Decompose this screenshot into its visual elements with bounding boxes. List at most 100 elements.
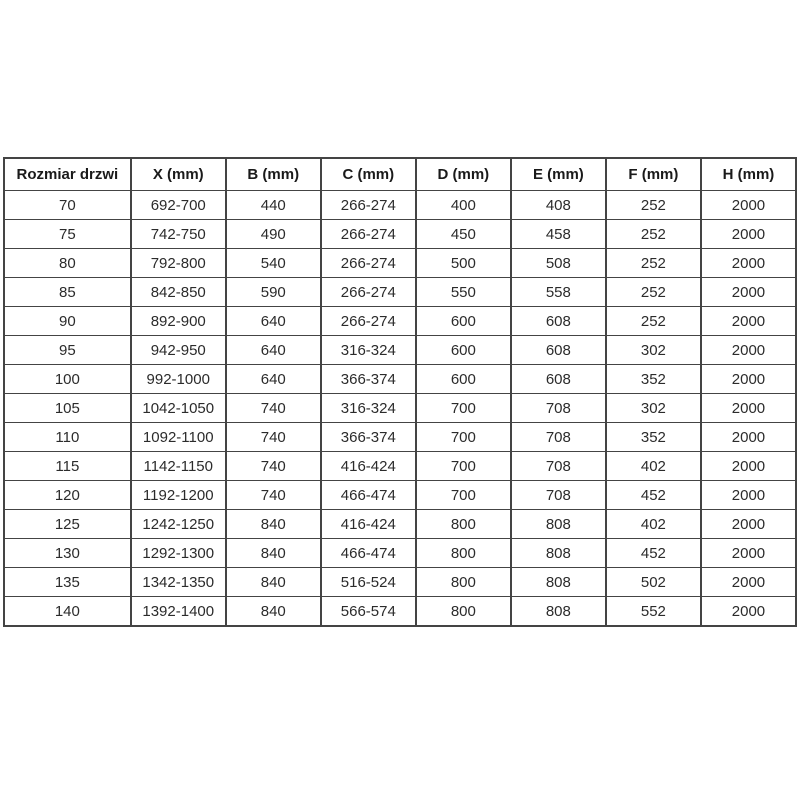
table-cell: 352 <box>604 364 702 394</box>
table-row: 140 1392-1400 840 566-574 800 808 552 2000 <box>3 596 798 627</box>
table-row: 130 1292-1300 840 466-474 800 808 452 2000 <box>3 538 798 568</box>
table-row: 100 992-1000 640 366-374 600 608 352 2000 <box>3 364 798 394</box>
table-cell: 2000 <box>699 364 798 394</box>
table-cell: 840 <box>224 509 322 539</box>
table-cell: 808 <box>509 509 607 539</box>
table-cell: 640 <box>224 335 322 365</box>
table-cell: 110 <box>3 422 132 452</box>
column-header: F (mm) <box>604 157 702 191</box>
table-cell: 2000 <box>699 422 798 452</box>
table-cell: 1242-1250 <box>129 509 227 539</box>
table-cell: 2000 <box>699 277 798 307</box>
table-cell: 808 <box>509 567 607 597</box>
table-cell: 452 <box>604 480 702 510</box>
table-cell: 1042-1050 <box>129 393 227 423</box>
column-header: H (mm) <box>699 157 798 191</box>
table-cell: 700 <box>414 393 512 423</box>
table-row: 95 942-950 640 316-324 600 608 302 2000 <box>3 335 798 365</box>
table-row: 75 742-750 490 266-274 450 458 252 2000 <box>3 219 798 249</box>
table-cell: 135 <box>3 567 132 597</box>
table-cell: 400 <box>414 190 512 220</box>
table-cell: 842-850 <box>129 277 227 307</box>
table-cell: 502 <box>604 567 702 597</box>
table-cell: 708 <box>509 480 607 510</box>
table-cell: 266-274 <box>319 190 417 220</box>
table-cell: 75 <box>3 219 132 249</box>
table-row: 70 692-700 440 266-274 400 408 252 2000 <box>3 190 798 220</box>
table-cell: 640 <box>224 306 322 336</box>
table-cell: 840 <box>224 596 322 627</box>
table-row: 80 792-800 540 266-274 500 508 252 2000 <box>3 248 798 278</box>
table-cell: 600 <box>414 364 512 394</box>
table-cell: 600 <box>414 306 512 336</box>
table-cell: 558 <box>509 277 607 307</box>
table-cell: 700 <box>414 480 512 510</box>
table-cell: 742-750 <box>129 219 227 249</box>
table-cell: 552 <box>604 596 702 627</box>
table-cell: 2000 <box>699 306 798 336</box>
table-cell: 640 <box>224 364 322 394</box>
table-cell: 70 <box>3 190 132 220</box>
table-cell: 140 <box>3 596 132 627</box>
table-cell: 516-524 <box>319 567 417 597</box>
table-cell: 708 <box>509 422 607 452</box>
table-cell: 840 <box>224 567 322 597</box>
table-cell: 740 <box>224 393 322 423</box>
table-row: 85 842-850 590 266-274 550 558 252 2000 <box>3 277 798 307</box>
table-cell: 402 <box>604 509 702 539</box>
table-cell: 366-374 <box>319 422 417 452</box>
table-cell: 708 <box>509 451 607 481</box>
table-cell: 302 <box>604 393 702 423</box>
table-cell: 2000 <box>699 219 798 249</box>
table-cell: 352 <box>604 422 702 452</box>
table-cell: 1092-1100 <box>129 422 227 452</box>
table-cell: 402 <box>604 451 702 481</box>
size-table-container: Rozmiar drzwi X (mm) B (mm) C (mm) D (mm) E (… <box>3 157 798 627</box>
table-row: 115 1142-1150 740 416-424 700 708 402 2000 <box>3 451 798 481</box>
table-cell: 120 <box>3 480 132 510</box>
column-header: Rozmiar drzwi <box>3 157 132 191</box>
door-size-table: Rozmiar drzwi X (mm) B (mm) C (mm) D (mm) E (… <box>3 157 798 627</box>
table-cell: 302 <box>604 335 702 365</box>
table-cell: 740 <box>224 451 322 481</box>
header-row: Rozmiar drzwi X (mm) B (mm) C (mm) D (mm) E (… <box>3 157 798 191</box>
table-cell: 992-1000 <box>129 364 227 394</box>
table-row: 110 1092-1100 740 366-374 700 708 352 2000 <box>3 422 798 452</box>
table-cell: 608 <box>509 335 607 365</box>
table-cell: 1142-1150 <box>129 451 227 481</box>
table-cell: 1292-1300 <box>129 538 227 568</box>
table-cell: 2000 <box>699 335 798 365</box>
table-cell: 2000 <box>699 538 798 568</box>
table-cell: 800 <box>414 567 512 597</box>
table-cell: 2000 <box>699 248 798 278</box>
table-cell: 800 <box>414 538 512 568</box>
table-cell: 590 <box>224 277 322 307</box>
table-cell: 2000 <box>699 190 798 220</box>
table-cell: 566-574 <box>319 596 417 627</box>
table-cell: 2000 <box>699 509 798 539</box>
table-cell: 800 <box>414 596 512 627</box>
table-cell: 450 <box>414 219 512 249</box>
table-cell: 700 <box>414 451 512 481</box>
table-cell: 95 <box>3 335 132 365</box>
table-cell: 508 <box>509 248 607 278</box>
column-header: X (mm) <box>129 157 227 191</box>
column-header: E (mm) <box>509 157 607 191</box>
table-cell: 252 <box>604 277 702 307</box>
table-row: 90 892-900 640 266-274 600 608 252 2000 <box>3 306 798 336</box>
table-cell: 266-274 <box>319 248 417 278</box>
table-cell: 266-274 <box>319 277 417 307</box>
table-cell: 840 <box>224 538 322 568</box>
table-cell: 440 <box>224 190 322 220</box>
table-cell: 252 <box>604 219 702 249</box>
table-row: 135 1342-1350 840 516-524 800 808 502 2000 <box>3 567 798 597</box>
table-cell: 892-900 <box>129 306 227 336</box>
table-cell: 490 <box>224 219 322 249</box>
table-cell: 416-424 <box>319 509 417 539</box>
table-cell: 500 <box>414 248 512 278</box>
table-cell: 2000 <box>699 567 798 597</box>
table-cell: 466-474 <box>319 480 417 510</box>
table-cell: 416-424 <box>319 451 417 481</box>
table-cell: 1342-1350 <box>129 567 227 597</box>
table-cell: 708 <box>509 393 607 423</box>
